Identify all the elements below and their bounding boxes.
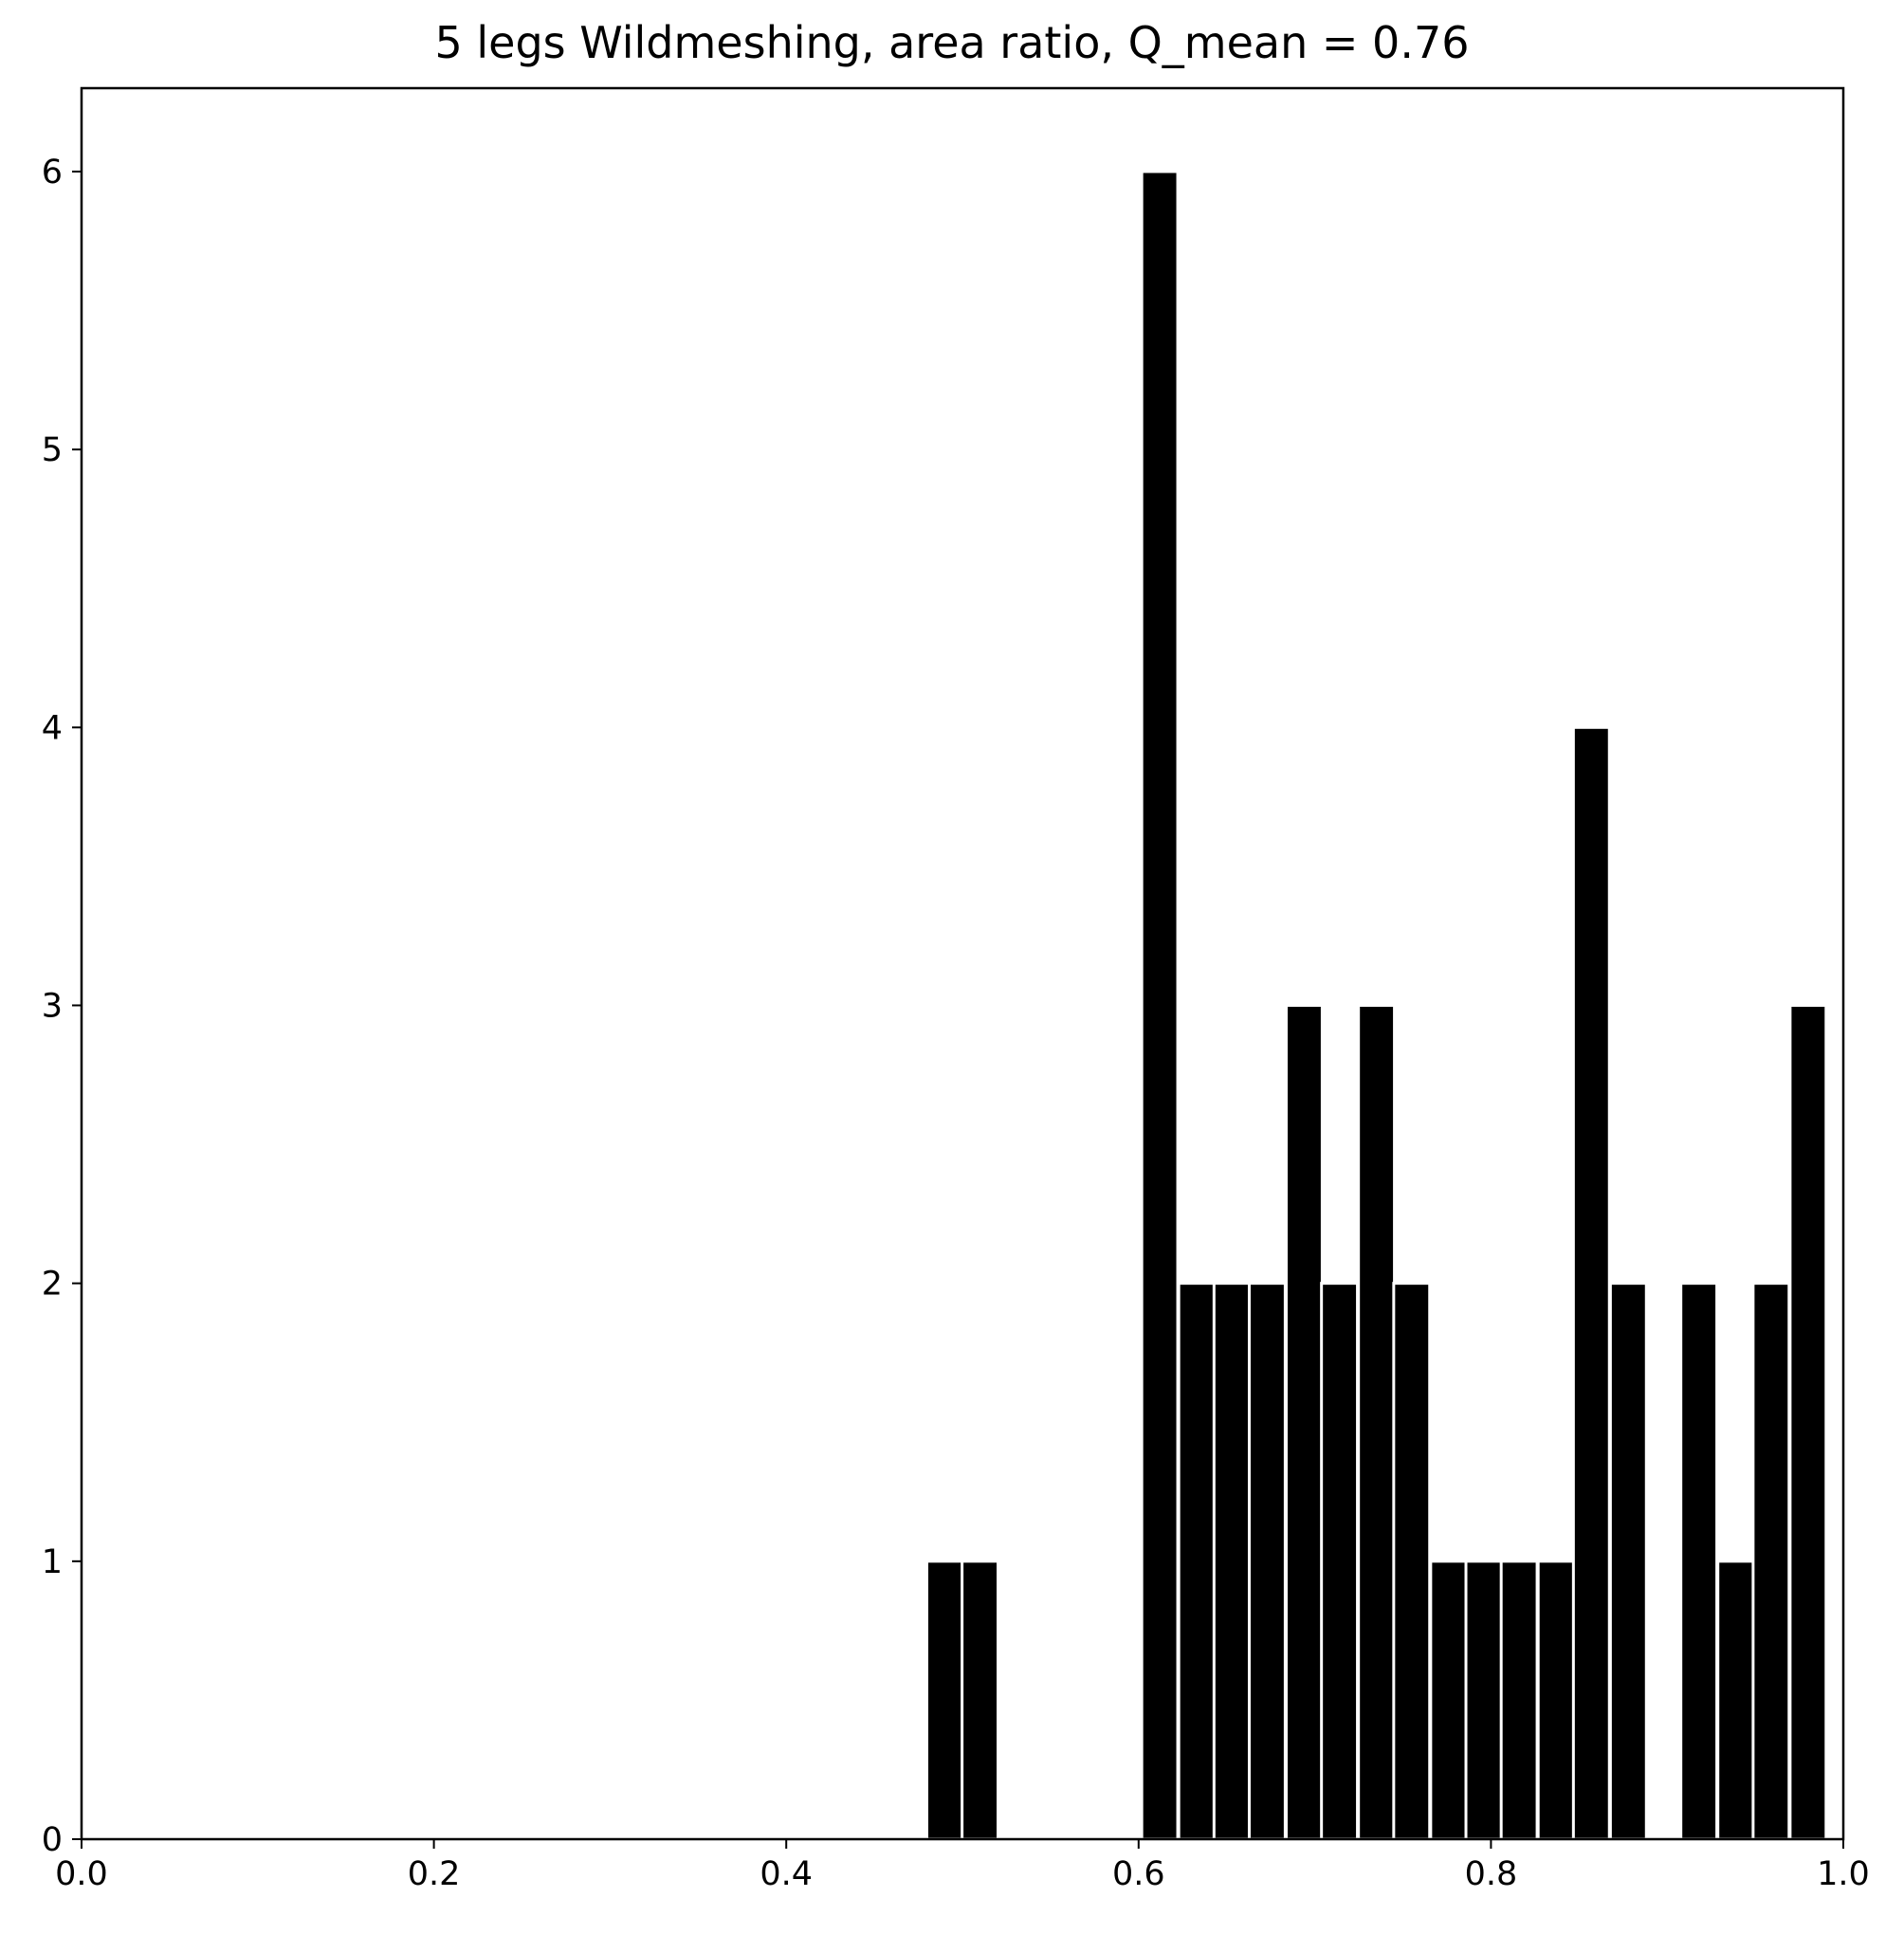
x-tick-label: 0.2 — [408, 1855, 461, 1893]
histogram-bar — [1320, 1282, 1360, 1841]
histogram-bar — [1392, 1282, 1432, 1841]
x-tick-label: 0.0 — [55, 1855, 108, 1893]
y-tick-label: 3 — [42, 987, 63, 1025]
histogram-bar — [1140, 170, 1180, 1841]
histogram-bar — [1788, 1003, 1828, 1841]
x-tick-label: 0.6 — [1112, 1855, 1165, 1893]
x-tick-label: 1.0 — [1817, 1855, 1870, 1893]
y-tick-label: 6 — [42, 154, 63, 192]
histogram-bar — [1177, 1282, 1217, 1841]
x-axis-ticks: 0.0 0.2 0.4 0.6 0.8 1.0 — [55, 1839, 1870, 1893]
histogram-bar — [1499, 1560, 1539, 1841]
y-tick-label: 1 — [42, 1543, 63, 1581]
histogram-bar — [1285, 1003, 1324, 1841]
histogram-bar — [1247, 1282, 1287, 1841]
y-tick-label: 2 — [42, 1266, 63, 1304]
y-tick-label: 4 — [42, 709, 63, 747]
histogram-bar — [1571, 725, 1611, 1841]
histogram-bar — [1464, 1560, 1504, 1841]
histogram-bar — [1212, 1282, 1252, 1841]
histogram-bar — [1536, 1560, 1576, 1841]
x-tick-label: 0.8 — [1465, 1855, 1518, 1893]
histogram-bar — [1751, 1282, 1791, 1841]
histogram-bar — [961, 1560, 1000, 1841]
histogram-bar — [1608, 1282, 1648, 1841]
bars-group — [925, 170, 1828, 1841]
histogram-bar — [1357, 1003, 1397, 1841]
plot-frame — [80, 86, 1845, 1841]
histogram-bar — [1716, 1560, 1756, 1841]
y-axis-ticks: 0 1 2 3 4 5 6 — [42, 154, 82, 1859]
histogram-bar — [1679, 1282, 1719, 1841]
histogram-bar — [1429, 1560, 1469, 1841]
x-tick-label: 0.4 — [760, 1855, 813, 1893]
chart-title: 5 legs Wildmeshing, area ratio, Q_mean =… — [434, 17, 1470, 68]
y-tick-label: 5 — [42, 431, 63, 469]
y-tick-label: 0 — [42, 1821, 63, 1859]
histogram-bar — [925, 1560, 964, 1841]
